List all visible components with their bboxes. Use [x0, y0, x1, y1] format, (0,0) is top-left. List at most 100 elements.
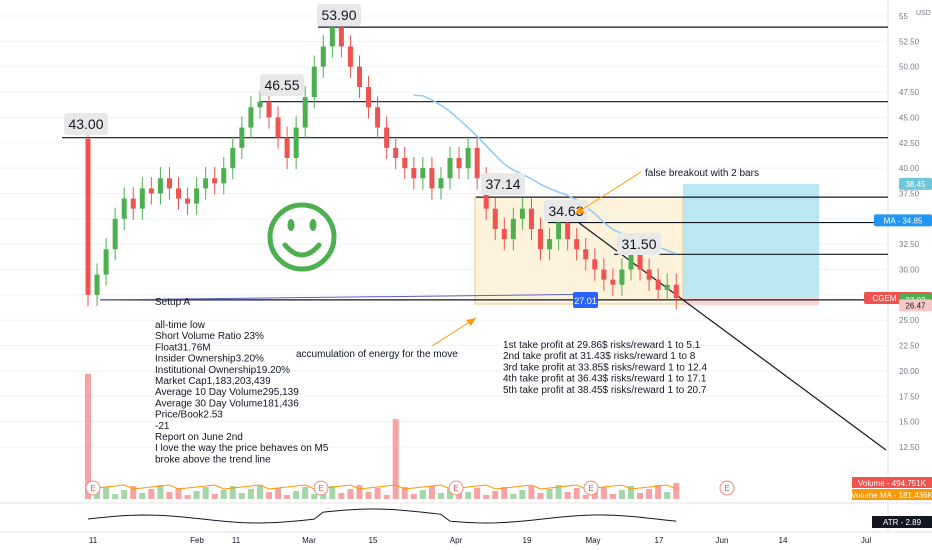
info-line: -21	[155, 421, 170, 432]
earnings-marker-label: E	[453, 484, 458, 493]
volume-bar	[193, 491, 200, 499]
candle-body	[664, 284, 670, 290]
y-tick-label: 22.50	[899, 342, 920, 351]
candle-body	[637, 254, 643, 270]
volume-badge-label: Volume - 494.751K	[858, 479, 927, 488]
candle-body	[429, 168, 435, 189]
volume-bar	[284, 495, 291, 499]
candle-body	[492, 208, 498, 229]
volume-bar	[383, 495, 390, 499]
atr-badge-label: ATR - 2.89	[883, 518, 922, 527]
volume-bar	[410, 494, 417, 499]
false-breakout-arrow	[574, 171, 642, 215]
y-tick-label: 12.50	[899, 443, 920, 452]
price-label: 53.90	[321, 7, 356, 23]
volume-badge	[852, 477, 932, 488]
y-tick-label: 40.00	[899, 164, 920, 173]
volume-ma-line	[87, 484, 677, 490]
candle-body	[420, 168, 426, 179]
candle-body	[474, 147, 480, 179]
y-tick-label: 52.50	[899, 37, 920, 46]
volume-bar	[537, 493, 544, 499]
volume-bar	[374, 488, 381, 499]
volume-bar	[465, 492, 472, 499]
candle-body	[347, 46, 353, 67]
earnings-marker-label: E	[318, 484, 323, 493]
candle-body	[257, 101, 263, 108]
candle-body	[556, 222, 562, 240]
y-tick-label: 15.00	[899, 418, 920, 427]
y-tick-label: 37.50	[899, 189, 920, 198]
x-tick-label: 15	[369, 536, 378, 545]
candle-body	[646, 269, 652, 280]
setup-line	[99, 293, 581, 301]
volume-bar	[94, 491, 101, 499]
price-label: 46.55	[264, 77, 299, 93]
candle-body	[130, 198, 136, 209]
candle-body	[519, 208, 525, 219]
earnings-marker	[583, 480, 599, 496]
info-line: Average 10 Day Volume295,139	[155, 387, 299, 398]
price-label: 31.50	[621, 236, 656, 252]
volume-bar	[591, 491, 598, 499]
take-profit-line: 4th take profit at 36.43$ risks/reward 1…	[503, 374, 707, 385]
candle-body	[139, 188, 145, 209]
setup-label: Setup A	[155, 297, 190, 308]
candle-body	[366, 86, 372, 108]
y-tick-label: 42.50	[899, 139, 920, 148]
volume-bar	[238, 493, 245, 499]
volume-bar	[302, 487, 309, 499]
marker-box	[573, 292, 598, 308]
candle-body	[266, 101, 272, 118]
y-tick-label: 55	[899, 12, 908, 21]
candle-body	[574, 239, 580, 250]
atr-line	[87, 508, 677, 524]
candle-body	[528, 208, 534, 229]
volume-bar	[655, 485, 662, 499]
candle-body	[601, 269, 607, 280]
earnings-marker	[719, 480, 735, 496]
x-tick-label: 14	[779, 536, 788, 545]
volume-bar	[148, 489, 155, 499]
volume-badge-label: Volume MA - 181.436K	[851, 491, 932, 500]
info-line: all-time low	[155, 320, 206, 331]
y-tick-label: 25.00	[899, 316, 920, 325]
candle-body	[393, 147, 399, 158]
false-breakout-label: false breakout with 2 bars	[645, 168, 759, 179]
volume-bar	[356, 485, 363, 499]
candle-body	[583, 249, 589, 260]
volume-bar	[184, 495, 191, 499]
candle-body	[628, 254, 634, 270]
smiley-face	[267, 202, 337, 272]
volume-bar	[247, 489, 254, 499]
atr-pane	[87, 508, 677, 524]
candle-body	[293, 127, 299, 158]
candle-body	[148, 188, 154, 194]
candle-body	[185, 198, 191, 204]
axis-badge	[899, 177, 932, 190]
earnings-marker	[85, 480, 101, 496]
candle-body	[157, 178, 163, 194]
y-tick-label: 45.00	[899, 113, 920, 122]
candle-body	[384, 127, 390, 148]
candle-body	[338, 27, 344, 47]
volume-bar	[175, 488, 182, 499]
candle-body	[194, 188, 200, 204]
volume-bar	[139, 493, 146, 499]
take-profit-line: 3rd take profit at 33.85$ risks/reward 1…	[503, 362, 707, 373]
candle-body	[85, 138, 91, 295]
price-label-box	[64, 113, 108, 135]
candle-body	[221, 168, 227, 184]
candle-body	[302, 97, 308, 128]
volume-bar	[392, 419, 399, 499]
info-line: Price/Book2.53	[155, 410, 223, 421]
volume-bar	[220, 490, 227, 499]
volume-bar	[600, 487, 607, 499]
volume-bar	[510, 494, 517, 499]
candle-body	[284, 137, 290, 158]
volume-bar	[582, 495, 589, 499]
candle-body	[103, 249, 109, 275]
earnings-marker-label: E	[724, 484, 729, 493]
